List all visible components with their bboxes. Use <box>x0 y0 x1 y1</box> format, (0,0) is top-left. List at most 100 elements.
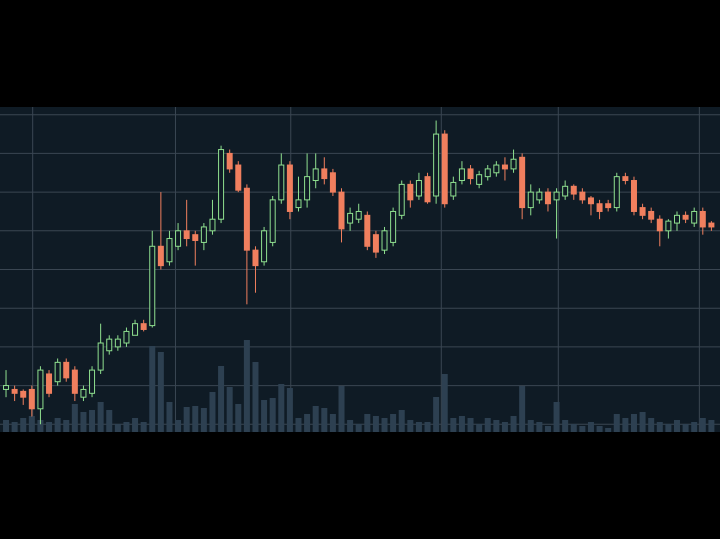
candle-body <box>11 388 18 394</box>
volume-bar <box>665 424 672 432</box>
volume-bar <box>441 374 448 432</box>
candle-body <box>458 168 465 182</box>
candle-body <box>295 199 302 209</box>
candle-body <box>140 323 147 330</box>
volume-bar <box>398 410 405 432</box>
candle-body <box>424 176 431 203</box>
volume-bar <box>54 418 61 432</box>
volume-bar <box>415 422 422 432</box>
volume-bar <box>63 420 70 432</box>
candle-body <box>209 218 216 232</box>
volume-bar <box>673 420 680 432</box>
volume-bar <box>691 422 698 432</box>
candle-body <box>123 330 130 344</box>
candle-body <box>648 210 655 220</box>
volume-bar <box>338 386 345 432</box>
volume-bar <box>648 418 655 432</box>
candle-body <box>329 172 336 193</box>
volume-bar <box>123 422 130 432</box>
volume-bar <box>71 404 78 432</box>
volume-bar <box>20 418 27 432</box>
candle-body <box>278 164 285 201</box>
candle-body <box>200 226 207 243</box>
candle-body <box>166 238 173 263</box>
volume-bar <box>106 410 113 432</box>
volume-bar <box>28 416 35 432</box>
volume-bar <box>304 414 311 432</box>
candle-body <box>192 234 199 241</box>
candle-body <box>519 156 526 209</box>
volume-bar <box>209 392 216 432</box>
candle-body <box>708 222 715 228</box>
candle-body <box>673 214 680 224</box>
volume-bar <box>450 418 457 432</box>
candle-body <box>579 191 586 201</box>
candle-body <box>37 369 44 410</box>
candle-body <box>390 210 397 243</box>
candle-body <box>622 176 629 182</box>
volume-bar <box>699 418 706 432</box>
candle-body <box>691 210 698 224</box>
volume-bar <box>3 420 10 432</box>
volume-bar <box>587 422 594 432</box>
volume-bar <box>183 407 190 432</box>
candle-body <box>80 388 87 398</box>
candle-body <box>364 214 371 247</box>
candle-body <box>484 168 491 178</box>
candle-body <box>639 207 646 216</box>
candle-body <box>235 164 242 191</box>
volume-bar <box>484 418 491 432</box>
candle-body <box>372 234 379 253</box>
candle-body <box>510 158 517 170</box>
candle-body <box>381 230 388 251</box>
candle-body <box>243 187 250 251</box>
candle-body <box>321 168 328 180</box>
candle-body <box>613 176 620 209</box>
volume-bar <box>347 420 354 432</box>
candle-body <box>587 197 594 205</box>
candle-body <box>433 133 440 197</box>
volume-bar <box>355 424 362 432</box>
volume-bar <box>622 418 629 432</box>
candle-body <box>218 149 225 220</box>
volume-bar <box>433 397 440 432</box>
candle-body <box>536 191 543 201</box>
volume-bar <box>295 418 302 432</box>
candle-body <box>132 323 139 336</box>
candle-body <box>467 168 474 180</box>
candle-body <box>605 203 612 209</box>
volume-bar <box>708 420 715 432</box>
volume-bar <box>510 416 517 432</box>
volume-bar <box>467 418 474 432</box>
volume-bar <box>140 422 147 432</box>
volume-bar <box>132 418 139 432</box>
volume-bar <box>613 414 620 432</box>
volume-bar <box>639 412 646 432</box>
volume-bar <box>218 366 225 432</box>
candle-body <box>54 361 61 383</box>
volume-bar <box>89 410 96 432</box>
volume-bar <box>329 414 336 432</box>
volume-bar <box>166 402 173 432</box>
candle-body <box>312 168 319 182</box>
volume-bar <box>562 420 569 432</box>
candle-body <box>630 180 637 212</box>
volume-bar <box>192 406 199 432</box>
volume-bar <box>605 428 612 432</box>
volume-bar <box>570 424 577 432</box>
volume-bar <box>458 416 465 432</box>
candle-body <box>338 191 345 230</box>
volume-bar <box>536 422 543 432</box>
candle-body <box>544 191 551 205</box>
volume-bar <box>37 420 44 432</box>
volume-bar <box>80 412 87 432</box>
volume-bar <box>476 424 483 432</box>
volume-bar <box>11 422 18 432</box>
candle-body <box>106 338 113 352</box>
candle-body <box>682 214 689 220</box>
candle-body <box>89 369 96 394</box>
volume-bar <box>46 422 53 432</box>
volume-bar <box>286 388 293 432</box>
volume-bar <box>596 426 603 432</box>
